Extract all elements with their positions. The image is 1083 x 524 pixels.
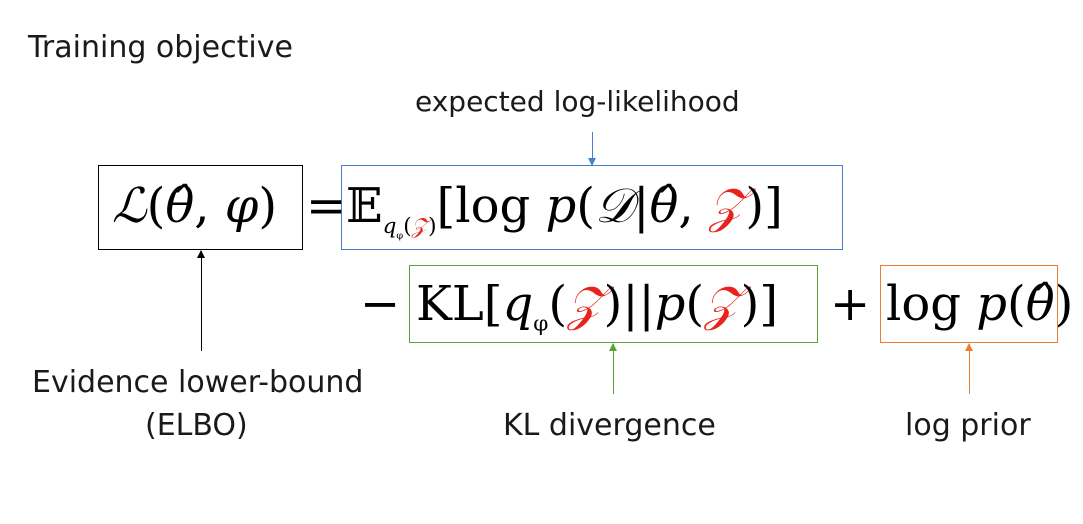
log-prior-term: log p(θ̂)	[886, 276, 1074, 332]
expected-loglik-term: 𝔼qφ(𝒵)[log p(𝒟|θ̂, 𝒵)]	[346, 178, 783, 241]
minus-sign: −	[360, 276, 401, 332]
expected-loglik-box	[341, 165, 843, 250]
elbo-arrow	[197, 250, 205, 351]
equals-sign: =	[306, 178, 347, 234]
kl-box	[409, 265, 818, 343]
log-prior-arrow	[965, 343, 973, 394]
kl-arrow	[609, 343, 617, 394]
log-prior-box	[880, 265, 1058, 343]
elbo-box	[98, 165, 303, 250]
elbo-symbol: ℒ(θ̂, φ)	[112, 178, 278, 234]
page-title: Training objective	[28, 30, 293, 65]
kl-term: KL[qφ(𝒵)||p(𝒵)]	[416, 276, 779, 337]
expected-loglik-label: expected log-likelihood	[415, 85, 740, 118]
elbo-label-line2: (ELBO)	[145, 408, 248, 443]
expected-loglik-arrow	[588, 132, 596, 166]
plus-sign: +	[830, 276, 871, 332]
kl-label: KL divergence	[503, 408, 716, 443]
log-prior-label: log prior	[905, 408, 1031, 443]
elbo-label-line1: Evidence lower-bound	[32, 365, 364, 400]
